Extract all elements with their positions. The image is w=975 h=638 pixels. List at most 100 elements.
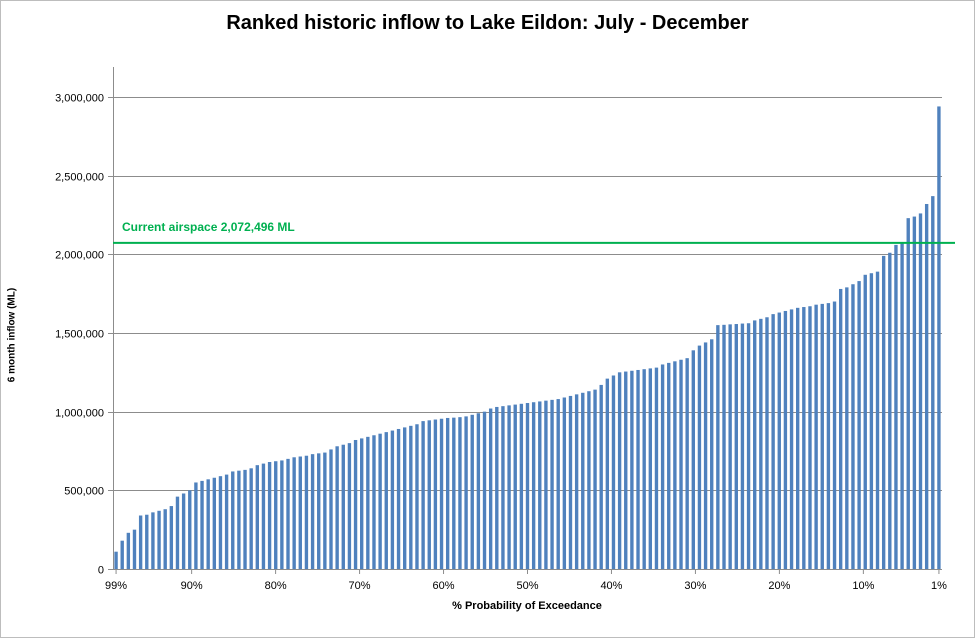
bar [673,361,677,569]
bar [826,303,831,569]
bar [286,458,290,569]
bar [403,427,407,569]
bar [562,397,567,569]
x-axis-label: % Probability of Exceedance [452,600,602,612]
bar [132,529,137,569]
bar [912,216,917,569]
bar [390,430,395,569]
bar [832,301,837,569]
bar [611,375,616,569]
bar [384,432,388,569]
bar [759,318,763,569]
bar [274,461,278,569]
bar [181,493,186,569]
bar [851,284,855,569]
bar [206,479,210,569]
bar [636,369,640,569]
bar [796,307,800,569]
bar [863,274,867,569]
bar [292,457,296,569]
bar [507,405,511,569]
bar [728,324,732,569]
bar [218,476,223,569]
bar [617,372,622,569]
bar [360,438,364,569]
x-tick-label: 20% [768,580,790,592]
x-tick-label: 10% [852,580,874,592]
y-tick-label: 3,000,000 [55,93,104,105]
bar [513,404,517,569]
bar [464,416,468,569]
bar [237,470,241,569]
bar [519,403,524,569]
x-tick-label: 30% [684,580,706,592]
y-tick-label: 1,500,000 [55,329,104,341]
x-tick-label: 70% [349,580,371,592]
bar [120,540,124,569]
axes [108,67,942,570]
bar [439,418,444,569]
bar [679,359,683,569]
bar [267,462,272,569]
bar [243,469,247,569]
bar [378,433,382,569]
bar [310,454,315,569]
bar [366,436,370,569]
bar [445,417,450,569]
bar [501,406,505,569]
bar [685,358,689,569]
bar [691,350,695,569]
bar [783,310,788,569]
bar [372,435,376,569]
x-tick-label: 40% [600,580,622,592]
bar [931,196,935,569]
bar [630,370,634,569]
bars [114,106,941,570]
chart-title: Ranked historic inflow to Lake Eildon: J… [226,12,749,34]
bar [599,384,603,569]
bar [550,399,554,569]
bar [697,345,702,569]
x-tick-label: 60% [433,580,455,592]
bar [188,490,192,569]
bar [924,203,929,570]
bar [703,342,708,569]
bar [169,506,174,569]
bar [771,314,775,569]
bar [476,413,481,569]
x-tick-label: 80% [265,580,287,592]
bar [224,474,229,569]
x-tick-label: 1% [931,580,947,592]
bar [722,324,726,569]
bar [710,339,714,569]
bar [581,392,585,569]
x-tick-label: 90% [181,580,203,592]
bar [802,307,806,569]
bar [845,287,849,569]
bar [937,106,941,569]
bar [317,453,321,569]
bar [261,463,266,569]
bar [280,460,284,569]
bar [654,367,659,569]
bar [574,394,579,569]
bar [421,421,425,569]
y-ticks: 0 500,000 1,000,000 1,500,000 2,000,000 2,500… [55,93,113,577]
reference-line-label: Current airspace 2,072,496 ML [122,220,295,234]
bar [900,243,904,569]
bar [525,403,530,569]
bar [329,449,333,569]
bar [740,323,745,569]
bar [587,391,591,569]
bar [746,323,751,569]
bar [660,364,665,569]
y-tick-label: 2,000,000 [55,250,104,262]
bar [323,452,327,569]
bar [126,532,131,569]
bar [568,395,573,569]
bar [396,428,401,569]
bar [335,446,339,569]
bar [538,401,542,569]
bar [200,480,204,569]
